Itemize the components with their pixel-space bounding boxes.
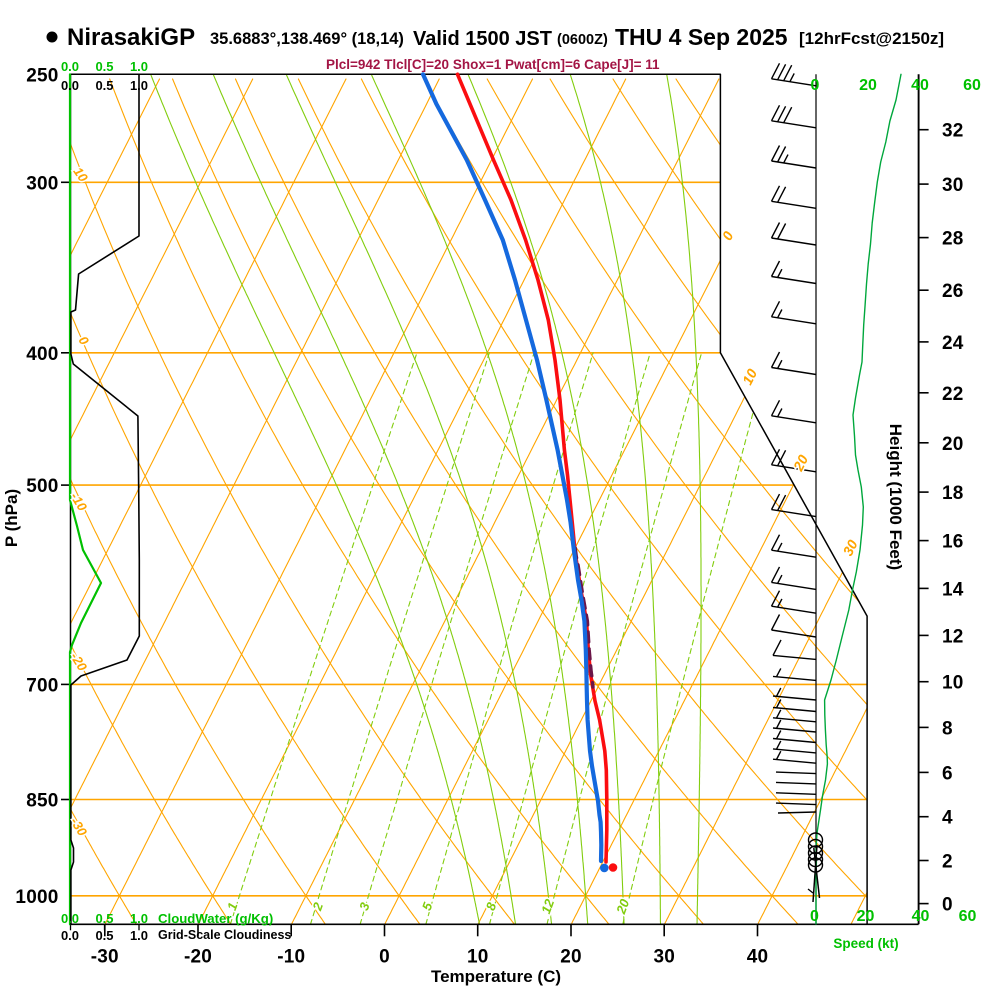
svg-text:CloudWater (g/Kg): CloudWater (g/Kg) bbox=[158, 911, 273, 926]
svg-text:26: 26 bbox=[942, 281, 964, 302]
svg-text:0: 0 bbox=[75, 333, 92, 348]
svg-text:1.0: 1.0 bbox=[130, 911, 148, 926]
svg-text:5: 5 bbox=[419, 900, 436, 913]
svg-text:Temperature (C): Temperature (C) bbox=[431, 967, 561, 986]
svg-text:20: 20 bbox=[613, 896, 633, 916]
svg-text:-30: -30 bbox=[91, 947, 119, 968]
svg-text:700: 700 bbox=[26, 675, 58, 696]
svg-text:400: 400 bbox=[26, 344, 58, 365]
svg-text:500: 500 bbox=[26, 476, 58, 497]
svg-text:30: 30 bbox=[839, 537, 860, 558]
svg-text:Valid 1500 JST: Valid 1500 JST bbox=[413, 28, 552, 50]
svg-text:-20: -20 bbox=[184, 947, 212, 968]
svg-text:2: 2 bbox=[309, 900, 326, 914]
svg-text:60: 60 bbox=[963, 77, 981, 94]
svg-text:0: 0 bbox=[811, 77, 820, 94]
svg-text:(0600Z): (0600Z) bbox=[557, 32, 608, 48]
svg-text:Height (1000 Feet): Height (1000 Feet) bbox=[886, 424, 905, 570]
svg-text:Grid-Scale Cloudiness: Grid-Scale Cloudiness bbox=[158, 928, 291, 942]
svg-text:0.0: 0.0 bbox=[61, 59, 79, 74]
svg-text:0.0: 0.0 bbox=[61, 911, 79, 926]
svg-text:0: 0 bbox=[379, 947, 390, 968]
svg-text:0.5: 0.5 bbox=[95, 78, 113, 93]
svg-text:24: 24 bbox=[942, 333, 964, 354]
svg-text:12: 12 bbox=[538, 896, 557, 915]
svg-text:1.0: 1.0 bbox=[130, 59, 148, 74]
svg-text:10: 10 bbox=[467, 947, 489, 968]
svg-text:22: 22 bbox=[942, 384, 964, 405]
svg-text:40: 40 bbox=[912, 908, 930, 925]
svg-text:1.0: 1.0 bbox=[130, 928, 148, 943]
svg-text:10: 10 bbox=[739, 366, 760, 387]
svg-text:30: 30 bbox=[942, 175, 964, 196]
svg-text:0.5: 0.5 bbox=[95, 59, 113, 74]
svg-text:20: 20 bbox=[560, 947, 582, 968]
svg-text:1000: 1000 bbox=[15, 887, 58, 908]
svg-text:18: 18 bbox=[942, 483, 964, 504]
svg-text:0.5: 0.5 bbox=[95, 928, 113, 943]
svg-text:40: 40 bbox=[911, 77, 929, 94]
svg-text:30: 30 bbox=[653, 947, 675, 968]
svg-text:12: 12 bbox=[942, 626, 964, 647]
svg-text:3: 3 bbox=[356, 900, 373, 913]
svg-text:14: 14 bbox=[942, 579, 964, 600]
svg-text:Speed (kt): Speed (kt) bbox=[833, 936, 898, 951]
svg-text:0.0: 0.0 bbox=[61, 928, 79, 943]
svg-text:0: 0 bbox=[719, 228, 737, 242]
svg-text:20: 20 bbox=[859, 77, 877, 94]
svg-text:850: 850 bbox=[26, 790, 58, 811]
svg-text:1.0: 1.0 bbox=[130, 78, 148, 93]
svg-text:-10: -10 bbox=[277, 947, 305, 968]
svg-text:[12hrFcst@2150z]: [12hrFcst@2150z] bbox=[799, 29, 944, 48]
svg-text:NirasakiGP: NirasakiGP bbox=[67, 24, 195, 51]
svg-text:6: 6 bbox=[942, 763, 953, 784]
svg-text:28: 28 bbox=[942, 229, 964, 250]
svg-text:60: 60 bbox=[959, 908, 977, 925]
svg-text:4: 4 bbox=[942, 808, 953, 829]
svg-text:35.6883°,138.469° (18,14): 35.6883°,138.469° (18,14) bbox=[210, 30, 404, 48]
svg-text:250: 250 bbox=[26, 65, 58, 86]
svg-text:THU 4 Sep 2025: THU 4 Sep 2025 bbox=[615, 24, 788, 50]
svg-text:8: 8 bbox=[942, 718, 953, 739]
svg-text:Plcl=942 Tlcl[C]=20 Shox=1 Pwa: Plcl=942 Tlcl[C]=20 Shox=1 Pwat[cm]=6 Ca… bbox=[326, 57, 660, 72]
svg-text:2: 2 bbox=[942, 851, 953, 872]
svg-text:0.0: 0.0 bbox=[61, 78, 79, 93]
svg-text:20: 20 bbox=[857, 908, 875, 925]
svg-text:300: 300 bbox=[26, 173, 58, 194]
svg-text:0: 0 bbox=[810, 908, 819, 925]
svg-text:40: 40 bbox=[747, 947, 769, 968]
svg-text:0: 0 bbox=[942, 895, 953, 916]
svg-text:P (hPa): P (hPa) bbox=[2, 489, 21, 547]
svg-text:10: 10 bbox=[942, 673, 964, 694]
svg-text:0.5: 0.5 bbox=[95, 911, 113, 926]
svg-text:16: 16 bbox=[942, 532, 964, 553]
svg-text:20: 20 bbox=[942, 434, 964, 455]
svg-text:32: 32 bbox=[942, 121, 964, 142]
